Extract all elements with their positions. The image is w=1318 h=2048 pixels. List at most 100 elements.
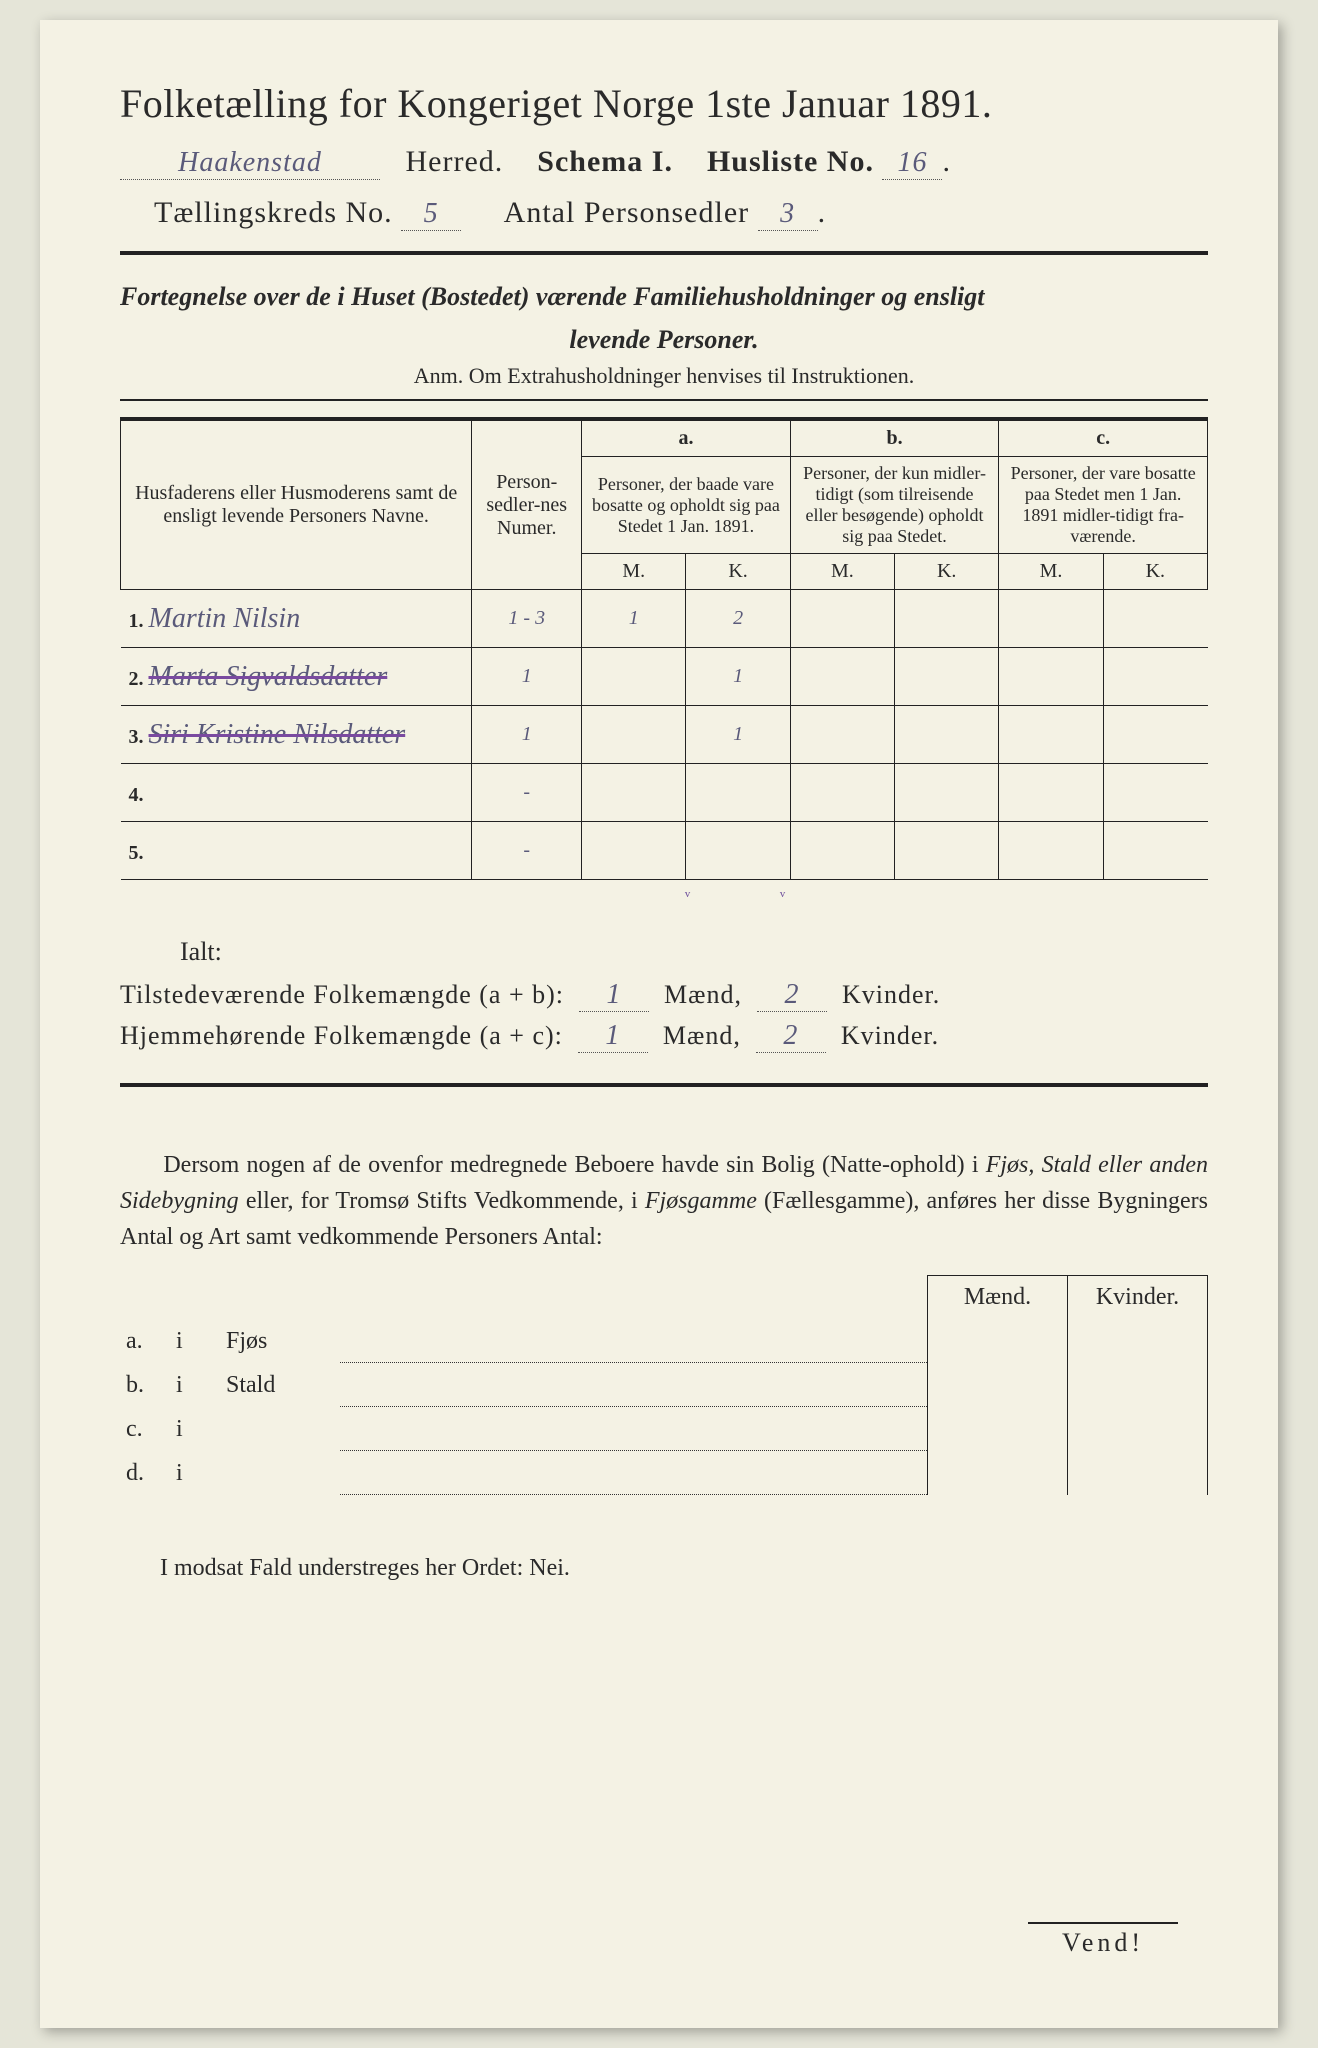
bld-letter: d. (120, 1451, 170, 1495)
row-cK (1103, 590, 1207, 648)
bld-letter: b. (120, 1363, 170, 1407)
bld-k-cell (1068, 1319, 1208, 1363)
col-b-m: M. (790, 554, 894, 590)
row-aM (582, 648, 686, 706)
antal-value: 3 (758, 198, 818, 231)
col-a-k: K. (686, 554, 790, 590)
bld-kind: Stald (220, 1363, 340, 1407)
col-b-k: K. (895, 554, 999, 590)
bld-maend-head: Mænd. (928, 1276, 1068, 1320)
row-num: - (472, 822, 582, 880)
totals-line-ab: Tilstedeværende Folkemængde (a + b): 1 M… (120, 979, 1208, 1012)
bld-kind (220, 1407, 340, 1451)
row-aK: 1 (686, 706, 790, 764)
para-t1: Dersom nogen af de ovenfor medregnede Be… (163, 1152, 985, 1178)
schema-label: Schema I. (537, 145, 673, 178)
maend-label2: Mænd, (663, 1021, 741, 1050)
page-title: Folketælling for Kongeriget Norge 1ste J… (120, 80, 1208, 127)
bld-row: a.iFjøs (120, 1319, 1208, 1363)
row-cM (999, 764, 1103, 822)
header-line-kreds: Tællingskreds No. 5 Antal Personsedler 3… (120, 196, 1208, 231)
table-row: 4. - (121, 764, 1208, 822)
subtitle-line1: Fortegnelse over de i Huset (Bostedet) v… (120, 279, 1208, 315)
husliste-value: 16 (882, 147, 942, 180)
bld-row: d.i (120, 1451, 1208, 1495)
row-bK (895, 590, 999, 648)
row-bK (895, 648, 999, 706)
grp-a-text: Personer, der baade vare bosatte og opho… (582, 457, 791, 554)
row-cM (999, 822, 1103, 880)
divider (120, 251, 1208, 255)
row-aM: 1 (582, 590, 686, 648)
row-num: 1 (472, 648, 582, 706)
building-table: Mænd. Kvinder. a.iFjøs b.iStald c.i d.i (120, 1275, 1208, 1495)
kvinder-label2: Kvinder. (841, 1021, 939, 1050)
bld-i: i (170, 1407, 220, 1451)
bld-m-cell (928, 1319, 1068, 1363)
row-cK (1103, 764, 1207, 822)
subtitle-text1: Fortegnelse over de i Huset (Bostedet) v… (120, 282, 985, 311)
tick-a-k: ᵛ (735, 886, 830, 907)
row-bM (790, 822, 894, 880)
row-aK (686, 822, 790, 880)
antal-label: Antal Personsedler (504, 196, 749, 229)
totals-ac-k: 2 (756, 1020, 826, 1053)
household-table: Husfaderens eller Husmoderens samt de en… (120, 417, 1208, 880)
grp-b-text: Personer, der kun midler-tidigt (som til… (790, 457, 999, 554)
col-name-header: Husfaderens eller Husmoderens samt de en… (121, 419, 472, 590)
row-aM (582, 706, 686, 764)
row-cK (1103, 706, 1207, 764)
grp-c-head: c. (999, 419, 1208, 457)
row-cK (1103, 648, 1207, 706)
totals-ac-m: 1 (578, 1020, 648, 1053)
table-row: 5. - (121, 822, 1208, 880)
row-bK (895, 822, 999, 880)
herred-value: Haakenstad (120, 147, 380, 180)
grp-c-text: Personer, der vare bosatte paa Stedet me… (999, 457, 1208, 554)
row-num: - (472, 764, 582, 822)
bld-dots (340, 1319, 928, 1363)
bld-letter: a. (120, 1319, 170, 1363)
bld-k-cell (1068, 1363, 1208, 1407)
row-bM (790, 590, 894, 648)
bld-letter: c. (120, 1407, 170, 1451)
anm-line: Anm. Om Extrahusholdninger henvises til … (120, 363, 1208, 389)
bld-m-cell (928, 1407, 1068, 1451)
row-aM (582, 822, 686, 880)
building-paragraph: Dersom nogen af de ovenfor medregnede Be… (120, 1147, 1208, 1255)
header-line-herred: Haakenstad Herred. Schema I. Husliste No… (120, 145, 1208, 180)
row-aM (582, 764, 686, 822)
row-bM (790, 648, 894, 706)
row-label: 5. (121, 822, 472, 880)
totals-ab-label: Tilstedeværende Folkemængde (a + b): (120, 980, 564, 1009)
totals-ab-m: 1 (579, 979, 649, 1012)
row-bM (790, 764, 894, 822)
bld-i: i (170, 1363, 220, 1407)
row-name: Marta Sigvaldsdatter (149, 661, 388, 692)
subtitle-line2: levende Personer. (120, 325, 1208, 355)
row-cK (1103, 822, 1207, 880)
bld-kvinder-head: Kvinder. (1068, 1276, 1208, 1320)
subtitle-text2: levende Personer. (569, 325, 758, 354)
table-row: 3. Siri Kristine Nilsdatter11 (121, 706, 1208, 764)
ialt-label: Ialt: (180, 937, 1208, 967)
bld-row: b.iStald (120, 1363, 1208, 1407)
row-aK (686, 764, 790, 822)
row-bM (790, 706, 894, 764)
totals-ac-label: Hjemmehørende Folkemængde (a + c): (120, 1021, 563, 1050)
para-em2: Fjøsgamme (645, 1188, 757, 1214)
row-cM (999, 706, 1103, 764)
grp-a-head: a. (582, 419, 791, 457)
kvinder-label: Kvinder. (842, 980, 940, 1009)
bld-dots (340, 1451, 928, 1495)
col-a-m: M. (582, 554, 686, 590)
herred-label: Herred. (406, 145, 504, 178)
totals-ab-k: 2 (757, 979, 827, 1012)
husliste-label: Husliste No. (707, 145, 874, 178)
census-form-page: Folketælling for Kongeriget Norge 1ste J… (40, 20, 1278, 2028)
bld-k-cell (1068, 1451, 1208, 1495)
row-aK: 1 (686, 648, 790, 706)
divider2 (120, 1083, 1208, 1087)
row-bK (895, 706, 999, 764)
col-c-m: M. (999, 554, 1103, 590)
